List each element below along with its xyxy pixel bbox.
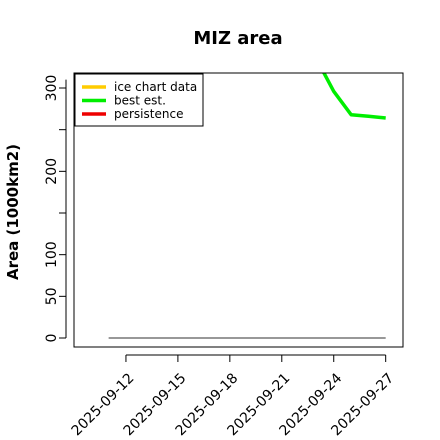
y-tick-label: 300 <box>44 75 60 102</box>
y-tick-label: 200 <box>44 158 60 185</box>
legend-label: ice chart data <box>114 80 197 94</box>
plot-frame <box>73 72 404 348</box>
legend-label: persistence <box>114 107 183 121</box>
chart-title: MIZ area <box>193 28 282 49</box>
y-tick-label: 100 <box>44 241 60 268</box>
y-tick-label: 50 <box>44 287 60 305</box>
y-tick-label: 0 <box>44 334 60 343</box>
y-axis: 0 50 100 200 300 <box>44 75 67 343</box>
plot-lines <box>108 73 386 339</box>
series-line-best-est- <box>321 73 386 120</box>
legend-label: best est. <box>114 94 166 108</box>
x-axis: 2025-09-122025-09-152025-09-182025-09-21… <box>69 354 397 439</box>
y-axis-label: Area (1000km2) <box>4 144 22 280</box>
